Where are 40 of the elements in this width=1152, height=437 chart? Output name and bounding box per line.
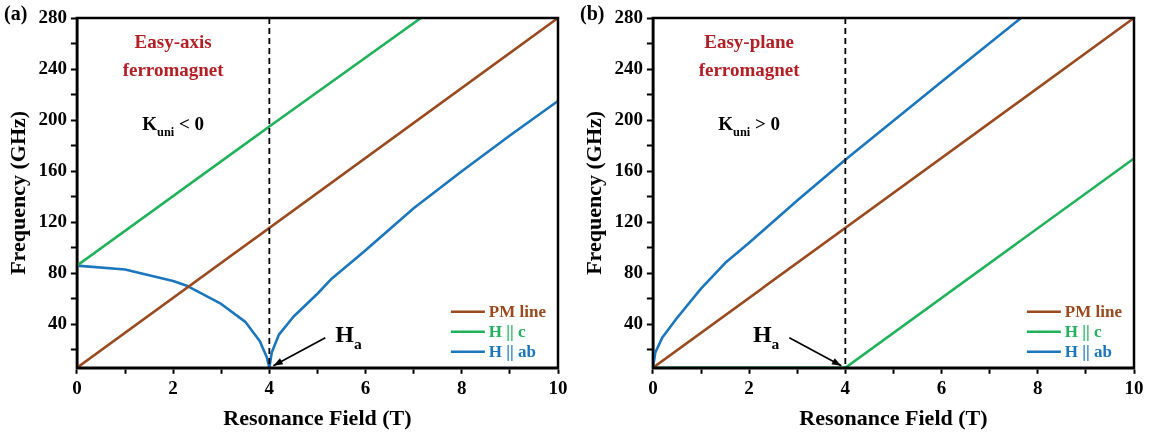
x-tick-label: 2 — [168, 377, 178, 399]
y-tick-label: 80 — [47, 261, 67, 283]
y-tick-label: 40 — [623, 312, 643, 334]
y-tick-label: 200 — [614, 108, 643, 130]
x-tick-label: 4 — [264, 377, 275, 399]
y-tick-label: 80 — [623, 261, 643, 283]
legend-label: H || c — [1064, 322, 1103, 342]
legend-label: H || ab — [488, 342, 537, 362]
x-tick-label: 0 — [648, 377, 658, 399]
y-axis-title: Frequency (GHz) — [580, 110, 606, 275]
x-axis-title: Resonance Field (T) — [799, 405, 988, 431]
y-tick-label: 120 — [38, 210, 67, 232]
x-tick-label: 10 — [548, 377, 568, 399]
x-tick-label: 6 — [360, 377, 371, 399]
x-tick-label: 2 — [744, 377, 754, 399]
x-axis-title: Resonance Field (T) — [223, 405, 412, 431]
y-tick-label: 280 — [38, 5, 67, 27]
y-tick-label: 40 — [47, 312, 67, 334]
y-tick-label: 160 — [38, 159, 67, 181]
legend-label: H || ab — [1064, 342, 1113, 362]
y-tick-label: 160 — [614, 159, 643, 181]
y-tick-label: 120 — [614, 210, 643, 232]
legend-label: PM line — [1064, 302, 1123, 322]
y-tick-label: 200 — [38, 108, 67, 130]
x-tick-label: 6 — [936, 377, 947, 399]
x-tick-label: 4 — [840, 377, 851, 399]
y-tick-label: 240 — [38, 56, 67, 78]
text: (b) — [580, 2, 605, 25]
y-tick-label: 240 — [614, 56, 643, 78]
x-tick-label: 8 — [1033, 377, 1043, 399]
annotation: Easy-axis ferromagnet — [122, 31, 225, 80]
text: (a) — [4, 2, 28, 25]
annotation: Easy-plane ferromagnet — [698, 31, 801, 80]
y-axis-title: Frequency (GHz) — [4, 110, 30, 275]
legend-label: H || c — [488, 322, 527, 342]
x-tick-label: 10 — [1124, 377, 1144, 399]
x-tick-label: 0 — [72, 377, 82, 399]
legend-label: PM line — [488, 302, 547, 322]
x-tick-label: 8 — [457, 377, 467, 399]
y-tick-label: 280 — [614, 5, 643, 27]
